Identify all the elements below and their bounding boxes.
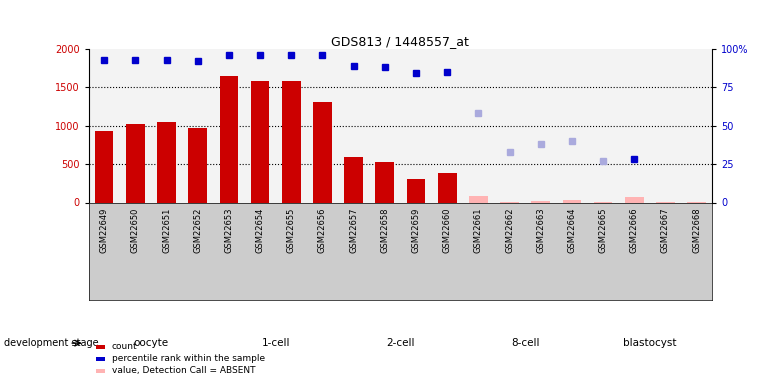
Text: GSM22664: GSM22664: [567, 207, 577, 253]
Bar: [157, 122, 176, 202]
Bar: [95, 131, 113, 203]
Bar: [625, 197, 644, 202]
Bar: [494, 49, 525, 202]
Bar: [463, 49, 494, 202]
Bar: [344, 157, 363, 203]
Bar: [313, 102, 332, 202]
Bar: [120, 49, 151, 202]
Text: 1-cell: 1-cell: [261, 338, 290, 348]
Bar: [588, 49, 619, 202]
Bar: [189, 128, 207, 202]
Text: GSM22655: GSM22655: [286, 207, 296, 253]
Bar: [556, 49, 588, 202]
Bar: [619, 49, 650, 202]
Title: GDS813 / 1448557_at: GDS813 / 1448557_at: [331, 34, 470, 48]
Bar: [650, 49, 681, 202]
Text: oocyte: oocyte: [133, 338, 169, 348]
Bar: [469, 196, 487, 202]
Text: GSM22657: GSM22657: [349, 207, 358, 253]
Text: 8-cell: 8-cell: [511, 338, 540, 348]
Text: value, Detection Call = ABSENT: value, Detection Call = ABSENT: [112, 366, 255, 375]
Bar: [681, 49, 712, 202]
Text: GSM22665: GSM22665: [598, 207, 608, 253]
Bar: [219, 76, 238, 203]
Text: GSM22668: GSM22668: [692, 207, 701, 253]
Bar: [282, 81, 300, 203]
Bar: [126, 124, 145, 202]
Text: blastocyst: blastocyst: [623, 338, 677, 348]
Bar: [338, 49, 370, 202]
Text: GSM22660: GSM22660: [443, 207, 452, 253]
Bar: [182, 49, 213, 202]
Text: GSM22663: GSM22663: [536, 207, 545, 253]
Text: GSM22654: GSM22654: [256, 207, 265, 253]
Text: development stage: development stage: [4, 338, 99, 348]
Bar: [251, 81, 270, 203]
Text: GSM22661: GSM22661: [474, 207, 483, 253]
Text: GSM22658: GSM22658: [380, 207, 390, 253]
Bar: [376, 162, 394, 202]
Bar: [407, 178, 425, 203]
Text: count: count: [112, 342, 137, 351]
Text: GSM22653: GSM22653: [224, 207, 233, 253]
Text: GSM22649: GSM22649: [99, 207, 109, 253]
Bar: [400, 49, 431, 202]
Text: percentile rank within the sample: percentile rank within the sample: [112, 354, 265, 363]
Text: GSM22667: GSM22667: [661, 207, 670, 253]
Text: GSM22666: GSM22666: [630, 207, 639, 253]
Bar: [276, 49, 306, 202]
Text: GSM22659: GSM22659: [411, 207, 420, 253]
Bar: [531, 201, 550, 202]
Bar: [245, 49, 276, 202]
Text: GSM22656: GSM22656: [318, 207, 327, 253]
Bar: [89, 49, 120, 202]
Text: GSM22662: GSM22662: [505, 207, 514, 253]
Text: 2-cell: 2-cell: [386, 338, 415, 348]
Text: GSM22650: GSM22650: [131, 207, 140, 253]
Bar: [213, 49, 245, 202]
Bar: [563, 200, 581, 202]
Bar: [151, 49, 182, 202]
Bar: [431, 49, 463, 202]
Bar: [525, 49, 556, 202]
Bar: [306, 49, 338, 202]
Bar: [438, 173, 457, 202]
Bar: [370, 49, 400, 202]
Text: GSM22651: GSM22651: [162, 207, 171, 253]
Text: GSM22652: GSM22652: [193, 207, 203, 253]
